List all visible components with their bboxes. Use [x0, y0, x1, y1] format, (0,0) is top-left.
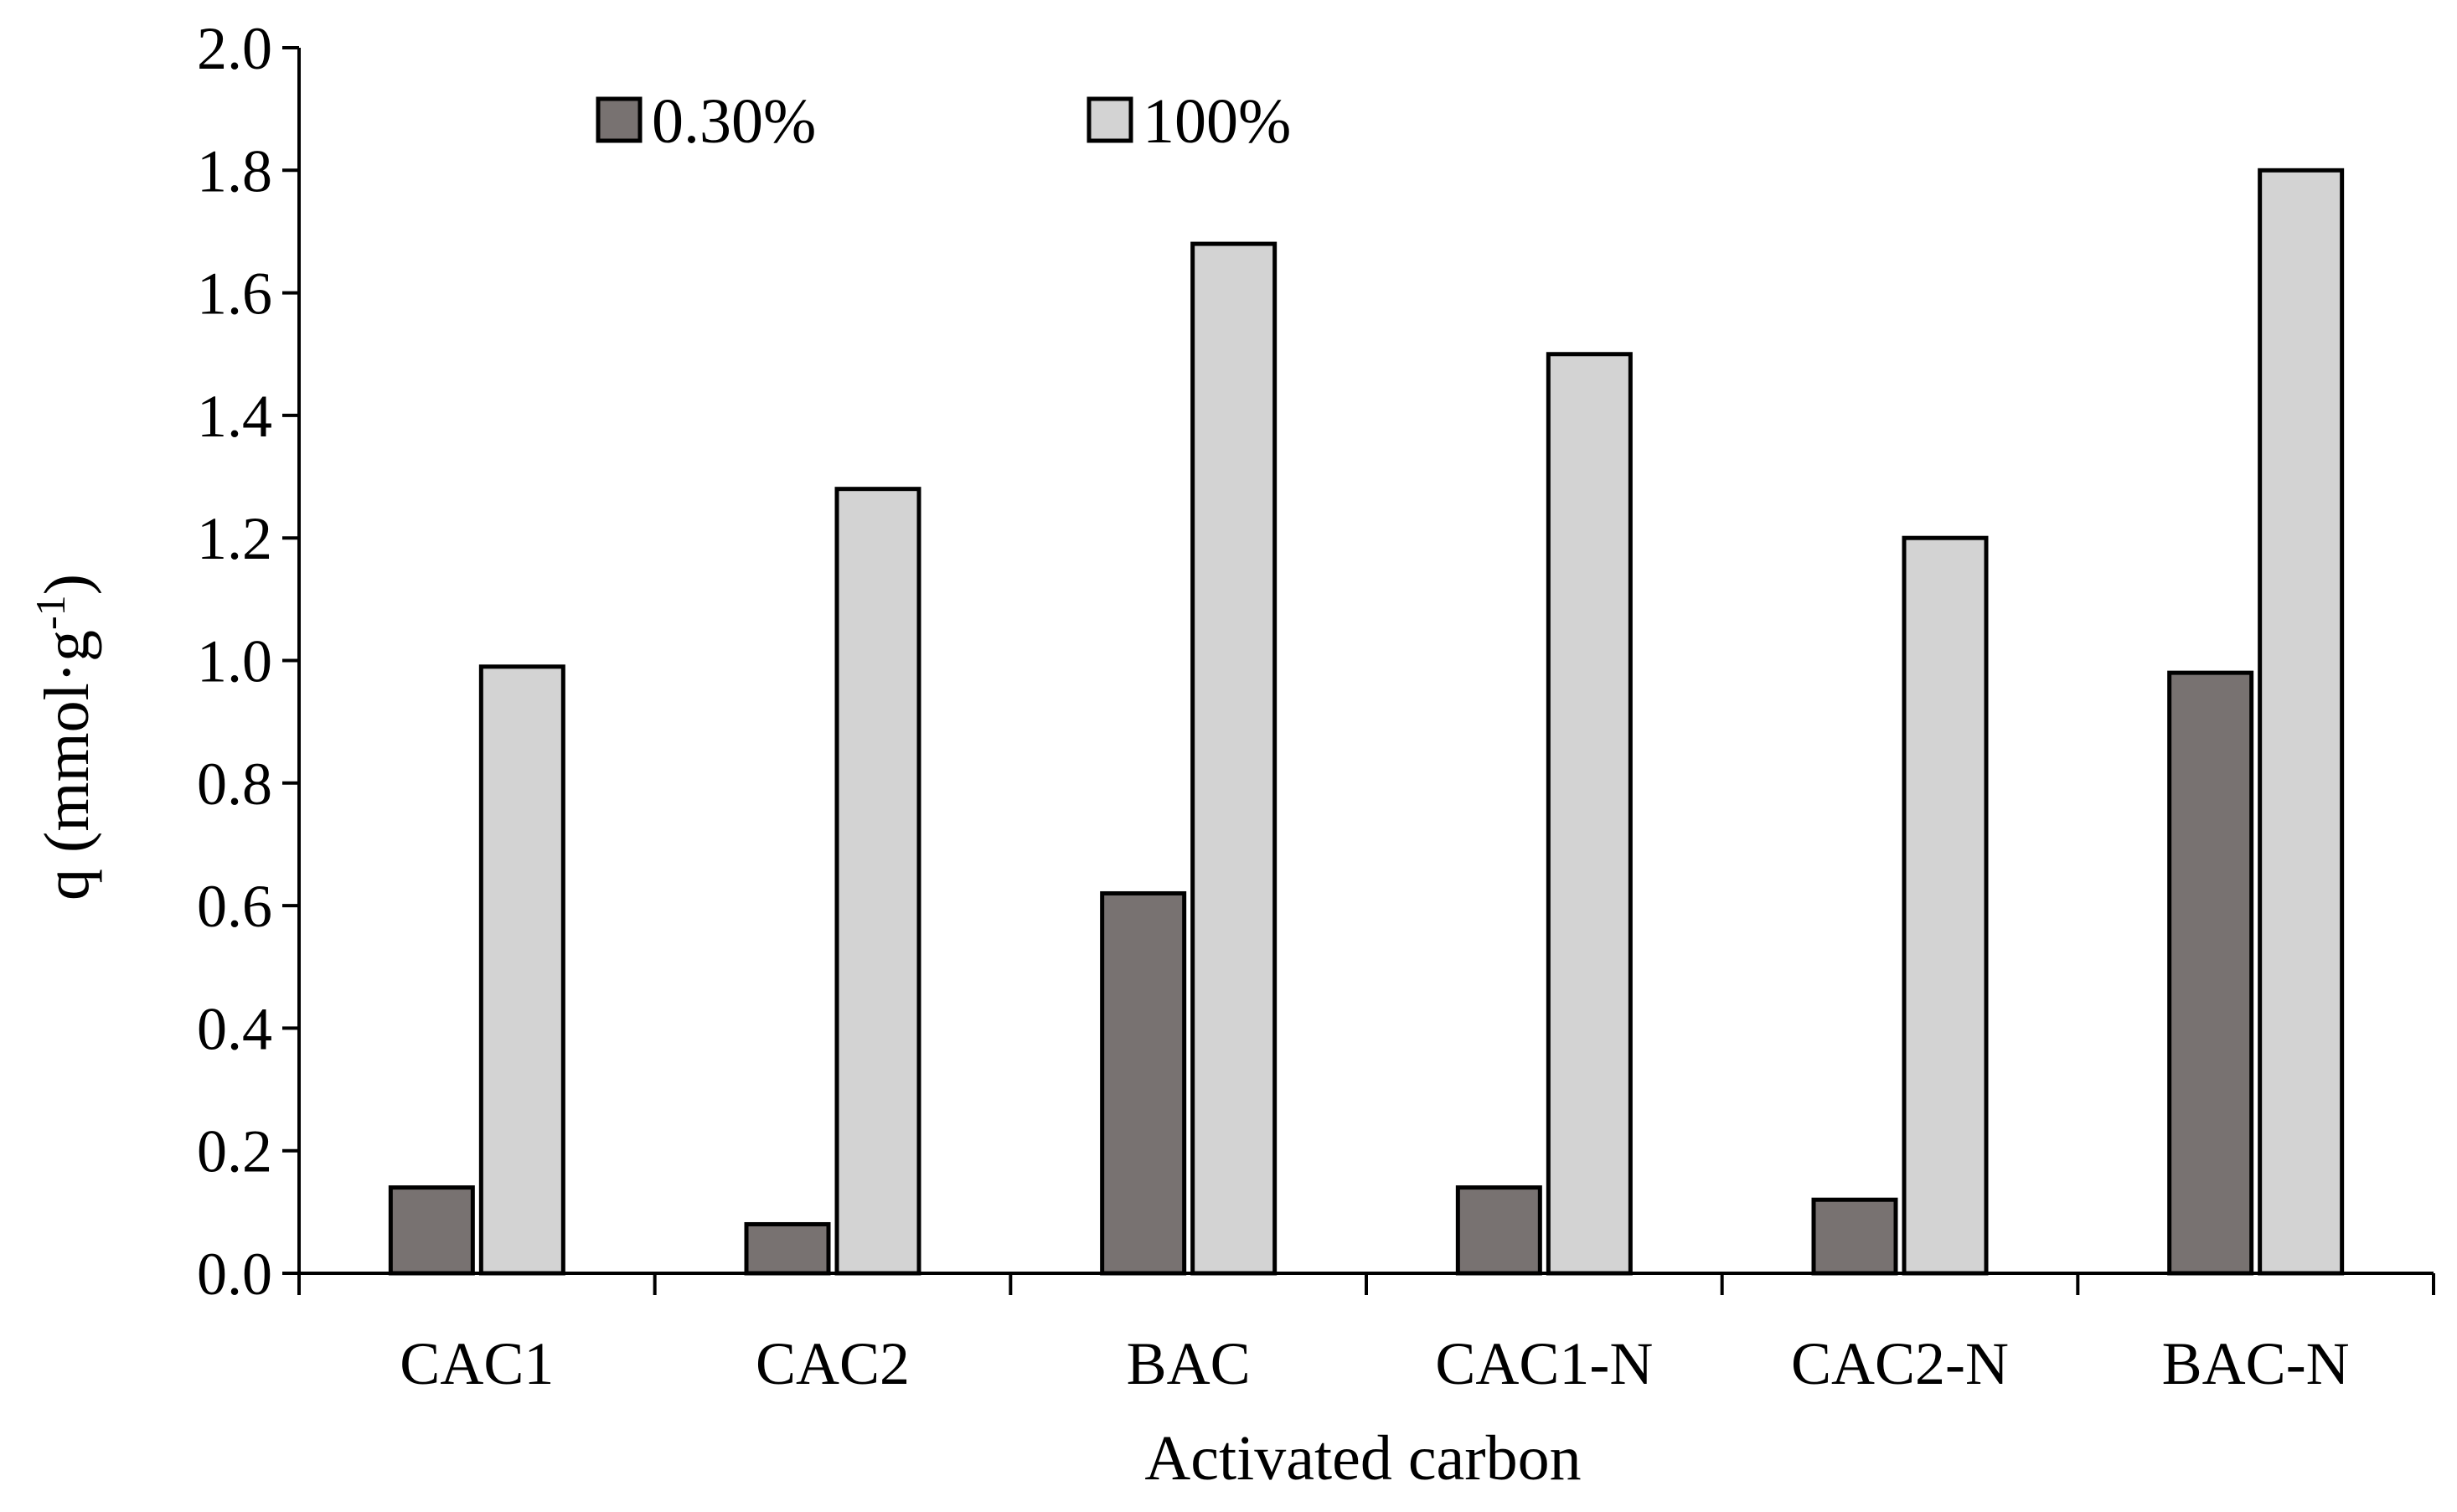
bar [834, 487, 921, 1276]
y-tick-label: 0.0 [197, 1241, 272, 1308]
x-tick-label: CAC1 [400, 1330, 554, 1397]
y-axis-title-close: ) [32, 574, 102, 595]
axes [282, 46, 2435, 1295]
legend-swatch [596, 96, 643, 143]
x-tick-label: CAC2-N [1791, 1330, 2009, 1397]
bar [388, 1185, 475, 1276]
y-tick-label: 1.0 [197, 628, 272, 695]
x-tick-label: CAC1-N [1435, 1330, 1653, 1397]
legend: 0.30% 100% [596, 86, 1291, 157]
bar [478, 664, 565, 1276]
y-tick-label: 1.4 [197, 383, 272, 450]
y-axis-title-base: q (mmol·g [32, 630, 102, 900]
bar [744, 1221, 831, 1276]
y-tick-label: 0.8 [197, 751, 272, 818]
y-tick-label: 0.2 [197, 1118, 272, 1185]
bar [1100, 890, 1187, 1276]
legend-swatch [1087, 96, 1133, 143]
bar [2258, 168, 2345, 1276]
x-tick-label: BAC-N [2162, 1330, 2350, 1397]
y-axis-title-superscript: -1 [27, 595, 74, 630]
bar [1902, 535, 1989, 1276]
bar [1546, 352, 1633, 1276]
y-tick-label: 1.2 [197, 505, 272, 572]
bar [1190, 241, 1278, 1276]
x-tick-label: BAC [1127, 1330, 1251, 1397]
bar [1811, 1197, 1898, 1276]
y-tick-label: 1.6 [197, 261, 272, 328]
x-axis-title: Activated carbon [1144, 1423, 1581, 1494]
bars [388, 168, 2345, 1276]
bar [2167, 670, 2254, 1276]
y-tick-label: 0.4 [197, 995, 272, 1062]
legend-label: 100% [1143, 86, 1291, 157]
bar [1455, 1185, 1542, 1276]
y-tick-label: 0.6 [197, 873, 272, 940]
legend-label: 0.30% [652, 86, 816, 157]
y-tick-label: 2.0 [197, 15, 272, 82]
x-tick-label: CAC2 [756, 1330, 910, 1397]
y-axis-title: q (mmol·g-1) [27, 574, 102, 900]
y-tick-label: 1.8 [197, 137, 272, 204]
axis-labels: 0.0 0.2 0.4 0.6 0.8 1.0 1.2 1.4 1.6 1.8 2.0 CAC1 CAC… [197, 15, 2350, 1397]
